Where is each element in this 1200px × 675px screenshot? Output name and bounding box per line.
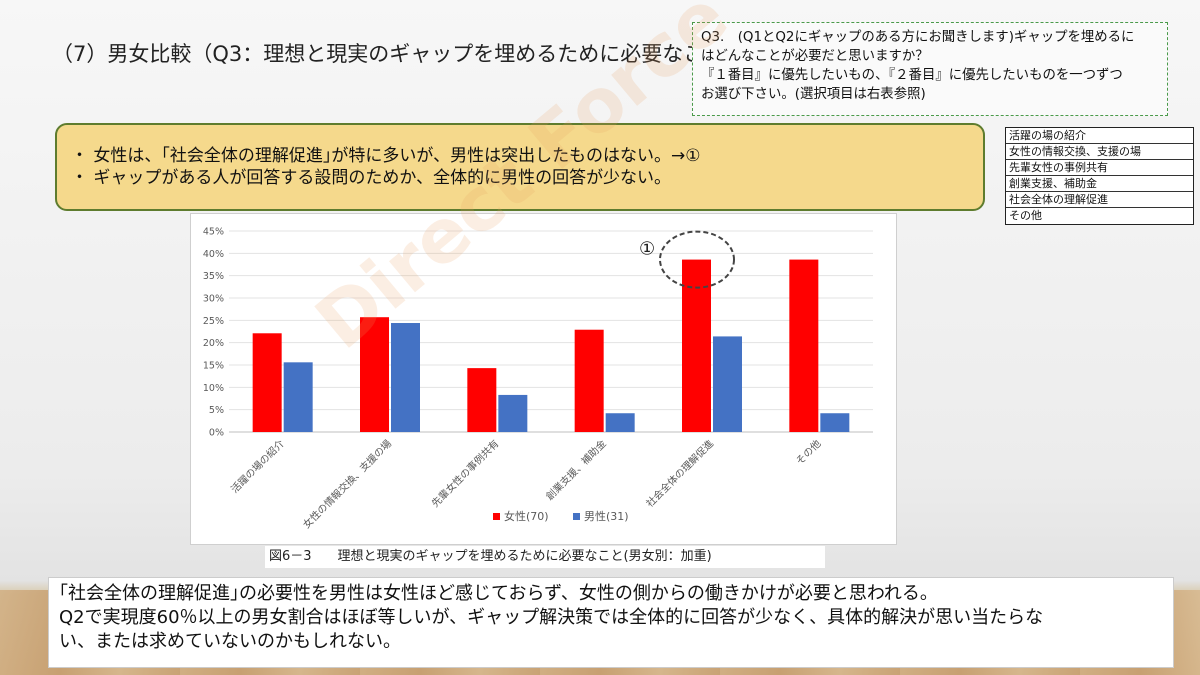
question-line: はどんなことが必要だと思いますか？ xyxy=(701,49,929,64)
x-tick-label: 女性の情報交換、支援の場 xyxy=(300,437,394,531)
bar-male xyxy=(713,336,742,432)
question-line: 『１番目』に優先したいもの、『２番目』に優先したいものを一つずつ xyxy=(701,68,1123,83)
x-tick-label: 創業支援、補助金 xyxy=(543,437,609,503)
option-item: 活躍の場の紹介 xyxy=(1006,128,1193,144)
legend-swatch xyxy=(573,513,580,520)
bar-female xyxy=(789,259,819,432)
annotation-marker: ① xyxy=(639,239,655,260)
legend-swatch xyxy=(493,513,500,520)
question-line: Q3. (Q1とQ2にギャップのある方にお聞きします)ギャップを埋めるに xyxy=(701,30,1135,45)
bar-chart: 0% 5% 10% 15% 20% 25% 30% 35% 40% 45% 活躍の場の紹介 女性の情報… xyxy=(203,227,873,531)
y-tick-label: 0% xyxy=(209,428,224,439)
bar-male xyxy=(391,323,420,432)
conclusion-line: Q2で実現度60％以上の男女割合はほぼ等しいが、ギャップ解決策では全体的に回答が… xyxy=(59,607,1044,628)
summary-item: ・ ギャップがある人が回答する設問のためか、全体的に男性の回答が少ない。 xyxy=(71,168,672,188)
bar-female xyxy=(682,259,711,432)
question-line: お選び下さい。(選択項目は右表参照) xyxy=(701,87,926,102)
y-tick-label: 40% xyxy=(203,249,224,260)
legend-label: 女性(70) xyxy=(504,509,549,523)
slide-title: （7）男女比較（Q3：理想と現実のギャップを埋めるために必要なこと） xyxy=(52,42,747,66)
y-tick-label: 45% xyxy=(203,227,224,238)
option-item: 女性の情報交換、支援の場 xyxy=(1006,144,1193,160)
x-tick-label: 社会全体の理解促進 xyxy=(643,437,716,510)
annotation-ellipse xyxy=(659,230,735,289)
option-item: 創業支援、補助金 xyxy=(1006,176,1193,192)
y-tick-label: 5% xyxy=(209,405,224,416)
summary-box: ・ 女性は、｢社会全体の理解促進｣が特に多いが、男性は突出したものはない。→① … xyxy=(55,123,985,211)
y-tick-label: 20% xyxy=(203,338,224,349)
figure-caption: 図6－3 理想と現実のギャップを埋めるために必要なこと(男女別：加重) xyxy=(265,546,825,568)
bar-male xyxy=(283,362,313,432)
x-tick-label: 先輩女性の事例共有 xyxy=(429,437,502,510)
bar-female xyxy=(467,368,497,432)
x-tick-label: 活躍の場の紹介 xyxy=(228,437,287,496)
y-tick-label: 35% xyxy=(203,271,224,282)
bar-male xyxy=(498,394,528,432)
bar-female xyxy=(574,329,604,432)
y-tick-label: 10% xyxy=(203,383,224,394)
bar-female xyxy=(360,317,389,432)
conclusion-line: い、または求めていないのかもしれない。 xyxy=(59,631,401,652)
options-table: 活躍の場の紹介 女性の情報交換、支援の場 先輩女性の事例共有 創業支援、補助金 … xyxy=(1005,127,1194,225)
x-tick-label: その他 xyxy=(793,437,823,467)
bar-male xyxy=(605,413,635,432)
y-tick-label: 15% xyxy=(203,361,224,372)
bar-male xyxy=(820,413,850,432)
conclusion-box: ｢社会全体の理解促進｣の必要性を男性は女性ほど感じておらず、女性の側からの働きか… xyxy=(48,577,1174,668)
question-box: Q3. (Q1とQ2にギャップのある方にお聞きします)ギャップを埋めるに はどん… xyxy=(692,22,1168,116)
option-item: 先輩女性の事例共有 xyxy=(1006,160,1193,176)
summary-item: ・ 女性は、｢社会全体の理解促進｣が特に多いが、男性は突出したものはない。→① xyxy=(71,146,701,166)
y-tick-label: 25% xyxy=(203,316,224,327)
legend-label: 男性(31) xyxy=(584,509,629,523)
option-item: 社会全体の理解促進 xyxy=(1006,192,1193,208)
y-tick-label: 30% xyxy=(203,294,224,305)
chart-frame: 0% 5% 10% 15% 20% 25% 30% 35% 40% 45% 活躍の場の紹介 女性の情報… xyxy=(190,213,897,545)
bar-female xyxy=(252,333,282,432)
conclusion-line: ｢社会全体の理解促進｣の必要性を男性は女性ほど感じておらず、女性の側からの働きか… xyxy=(59,583,938,604)
option-item: その他 xyxy=(1009,209,1042,222)
